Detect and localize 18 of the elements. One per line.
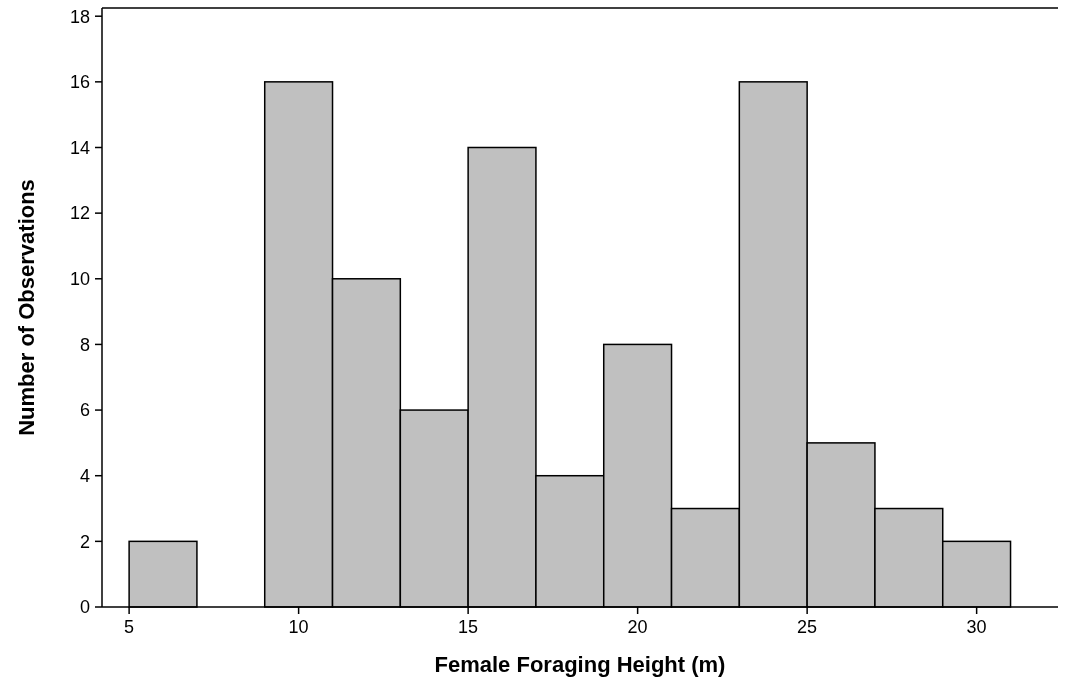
x-tick-label: 15	[458, 617, 479, 637]
y-tick-label: 14	[69, 137, 90, 158]
x-tick-label: 25	[797, 617, 818, 637]
y-tick-label: 4	[79, 466, 90, 487]
y-tick-label: 18	[69, 6, 90, 27]
x-axis-title: Female Foraging Height (m)	[434, 652, 726, 677]
y-tick-label: 2	[79, 531, 90, 552]
x-tick-label: 20	[627, 617, 648, 637]
x-tick-label: 30	[966, 617, 987, 637]
y-tick-label: 16	[69, 72, 90, 93]
y-tick-label: 8	[79, 334, 90, 355]
x-tick-label: 5	[124, 617, 135, 637]
y-axis-title: Number of Observations	[14, 179, 39, 436]
y-tick-label: 10	[69, 269, 90, 290]
y-tick-label: 0	[79, 597, 90, 618]
y-tick-label: 12	[69, 203, 90, 224]
y-tick-label: 6	[79, 400, 90, 421]
x-tick-label: 10	[288, 617, 309, 637]
